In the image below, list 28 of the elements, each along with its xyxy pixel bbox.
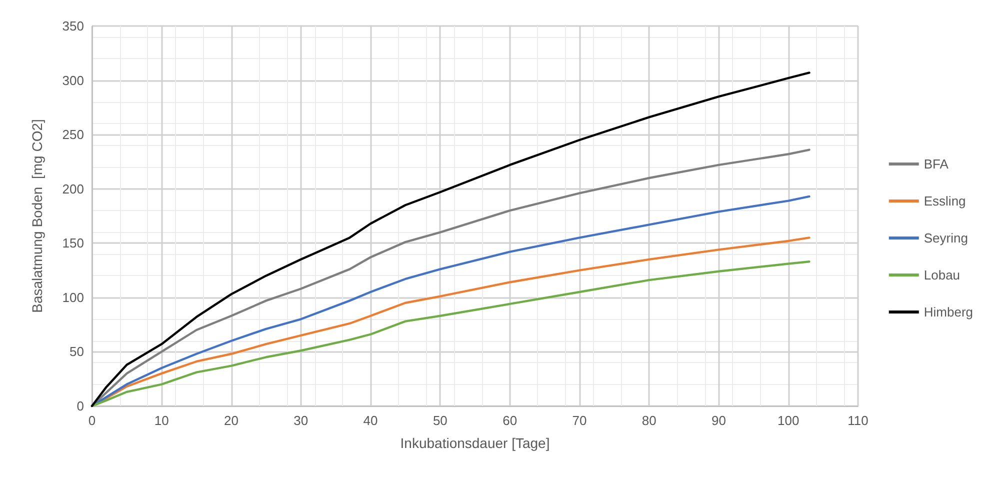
legend-label: Lobau	[924, 268, 960, 282]
x-tick-label: 110	[848, 413, 868, 428]
x-tick-label: 10	[154, 413, 169, 428]
legend-label: Seyring	[924, 230, 968, 246]
y-tick-label: 150	[62, 236, 84, 251]
y-tick-label: 0	[76, 398, 84, 414]
y-axis-title: Basalatmung Boden [mg CO2]	[29, 119, 45, 313]
y-tick-label: 300	[62, 72, 84, 88]
x-tick-label: 0	[88, 413, 96, 428]
x-tick-label: 90	[711, 413, 726, 428]
legend-label: Essling	[924, 194, 966, 208]
legend-label: BFA	[924, 156, 949, 172]
y-tick-label: 250	[62, 127, 84, 142]
x-tick-label: 50	[432, 413, 448, 428]
x-tick-label: 60	[502, 413, 518, 428]
y-tick-label: 200	[62, 181, 84, 196]
x-tick-label: 100	[778, 413, 800, 428]
x-tick-label: 40	[363, 413, 378, 428]
y-tick-label: 350	[62, 18, 84, 34]
legend-label: Himberg	[924, 304, 973, 320]
x-tick-label: 20	[224, 413, 239, 428]
x-tick-label: 30	[294, 413, 308, 428]
x-tick-label: 80	[642, 413, 656, 428]
y-tick-label: 100	[62, 290, 84, 305]
x-axis-title: Inkubationsdauer [Tage]	[400, 435, 550, 451]
line-series	[90, 72, 810, 408]
y-tick-label: 50	[70, 344, 84, 360]
x-tick-label: 70	[572, 413, 587, 428]
